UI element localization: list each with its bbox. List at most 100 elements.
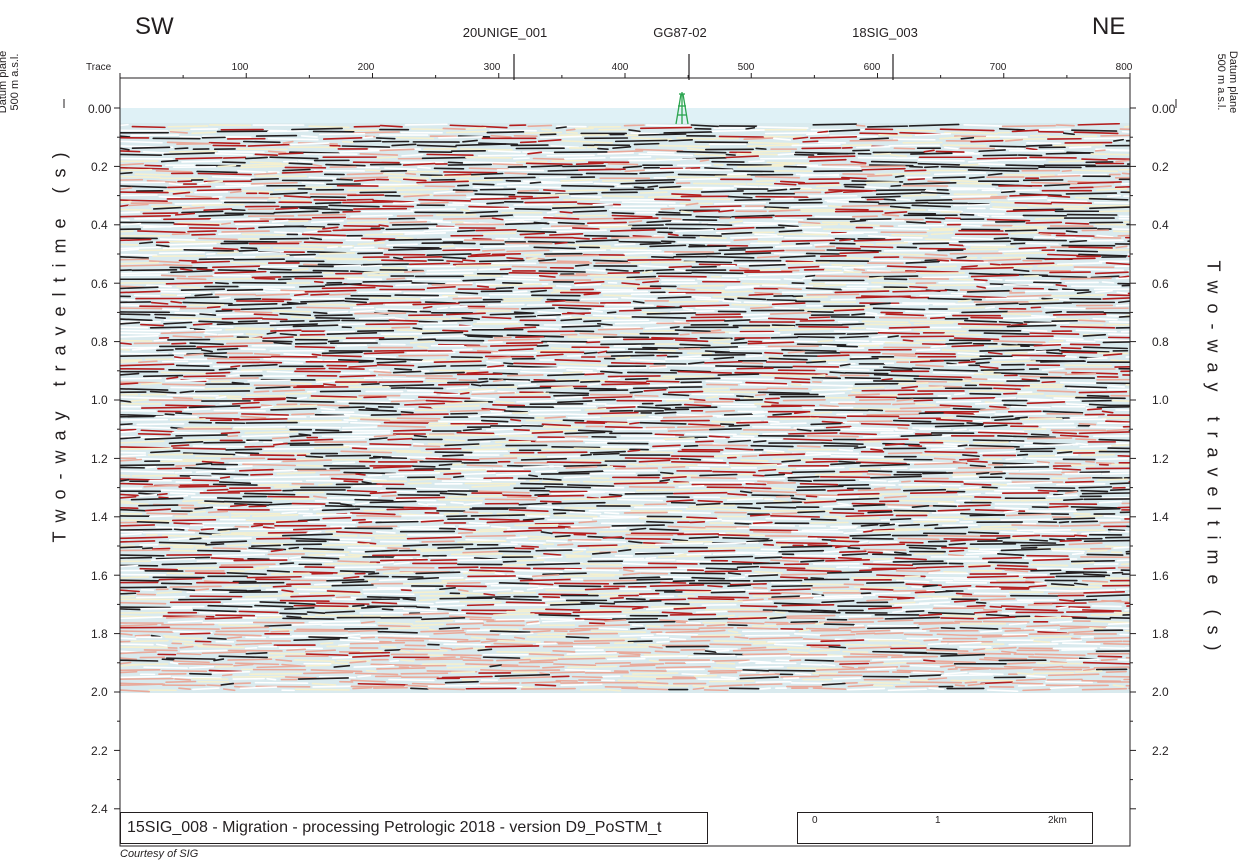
reflector-segment: [159, 238, 196, 241]
reflector-segment: [457, 295, 490, 299]
reflector-segment: [120, 478, 130, 482]
reflector-segment: [425, 377, 457, 380]
reflector-segment: [388, 319, 419, 322]
reflector-segment: [748, 636, 803, 640]
reflector-segment: [610, 362, 655, 365]
time-tick-label-left: 1.6: [91, 569, 108, 583]
reflector-segment: [773, 252, 805, 256]
reflector-segment: [1090, 620, 1130, 624]
reflector-segment: [997, 553, 1025, 557]
reflector-segment: [894, 551, 907, 555]
reflector-segment: [1121, 172, 1130, 175]
reflector-segment: [568, 526, 611, 530]
reflector-segment: [343, 480, 359, 483]
reflector-segment: [676, 287, 696, 291]
reflector-segment: [924, 238, 951, 241]
reflector-segment: [339, 382, 359, 386]
reflector-segment: [610, 248, 662, 252]
reflector-segment: [445, 312, 486, 316]
reflector-segment: [667, 233, 679, 237]
reflector-segment: [866, 473, 892, 476]
reflector-segment: [498, 348, 534, 352]
reflector-segment: [492, 403, 526, 407]
reflector-segment: [689, 521, 706, 524]
reflector-segment: [1056, 605, 1069, 610]
reflector-segment: [217, 269, 257, 272]
reflector-segment: [454, 433, 496, 437]
reflector-segment: [481, 249, 506, 252]
reflector-segment: [982, 422, 1023, 425]
reflector-segment: [800, 173, 840, 177]
reflector-segment: [270, 630, 290, 633]
reflector-segment: [559, 363, 608, 367]
reflector-segment: [415, 619, 454, 623]
reflector-segment: [901, 608, 933, 611]
reflector-segment: [120, 436, 141, 440]
reflector-segment: [244, 567, 265, 571]
reflector-segment: [363, 351, 405, 355]
reflector-segment: [459, 392, 470, 395]
reflector-segment: [889, 517, 912, 521]
reflector-segment: [792, 136, 809, 140]
reflector-segment: [494, 597, 542, 601]
reflector-segment: [755, 147, 767, 150]
reflector-segment: [953, 579, 997, 582]
reflector-segment: [469, 618, 495, 621]
reflector-segment: [322, 136, 363, 140]
reflector-segment: [262, 336, 294, 340]
reflector-segment: [1033, 602, 1087, 605]
reflector-segment: [865, 181, 900, 184]
reflector-segment: [120, 166, 170, 170]
reflector-segment: [1001, 124, 1056, 128]
reflector-segment: [417, 365, 447, 368]
reflector-segment: [308, 521, 357, 524]
reflector-segment: [644, 326, 670, 330]
reflector-segment: [708, 435, 731, 439]
reflector-segment: [705, 395, 719, 399]
reflector-segment: [204, 387, 253, 390]
reflector-segment: [120, 532, 142, 536]
reflector-segment: [889, 601, 916, 605]
reflector-segment: [1053, 337, 1084, 341]
reflector-segment: [597, 147, 609, 150]
reflector-segment: [490, 525, 511, 529]
reflector-segment: [957, 504, 991, 507]
reflector-segment: [486, 131, 525, 134]
reflector-segment: [852, 215, 878, 218]
reflector-segment: [736, 367, 774, 370]
reflector-segment: [289, 556, 302, 559]
reflector-segment: [215, 395, 227, 399]
reflector-segment: [724, 447, 754, 451]
reflector-segment: [1029, 156, 1077, 159]
reflector-segment: [549, 570, 563, 573]
reflector-segment: [855, 124, 866, 127]
reflector-segment: [711, 420, 742, 424]
reflector-segment: [917, 595, 963, 598]
reflector-segment: [953, 193, 998, 196]
reflector-segment: [781, 239, 836, 243]
reflector-segment: [575, 239, 619, 243]
reflector-segment: [514, 523, 559, 527]
reflector-segment: [1118, 168, 1130, 171]
reflector-segment: [923, 523, 939, 527]
reflector-segment: [941, 434, 953, 438]
reflector-segment: [410, 128, 444, 131]
reflector-segment: [1064, 490, 1078, 494]
reflector-segment: [1094, 223, 1127, 226]
reflector-segment: [504, 220, 525, 224]
reflector-segment: [592, 516, 639, 520]
reflector-segment: [589, 393, 634, 396]
seismic-reflectors: [120, 123, 1130, 693]
reflector-segment: [902, 256, 953, 260]
reflector-segment: [416, 180, 469, 184]
reflector-segment: [851, 537, 894, 540]
reflector-segment: [1075, 329, 1117, 333]
reflector-segment: [578, 168, 626, 171]
reflector-segment: [245, 156, 269, 160]
reflector-segment: [394, 317, 405, 321]
reflector-segment: [987, 378, 1021, 381]
reflector-segment: [402, 256, 443, 259]
reflector-segment: [1026, 624, 1060, 628]
reflector-segment: [344, 297, 369, 301]
reflector-segment: [867, 624, 918, 627]
